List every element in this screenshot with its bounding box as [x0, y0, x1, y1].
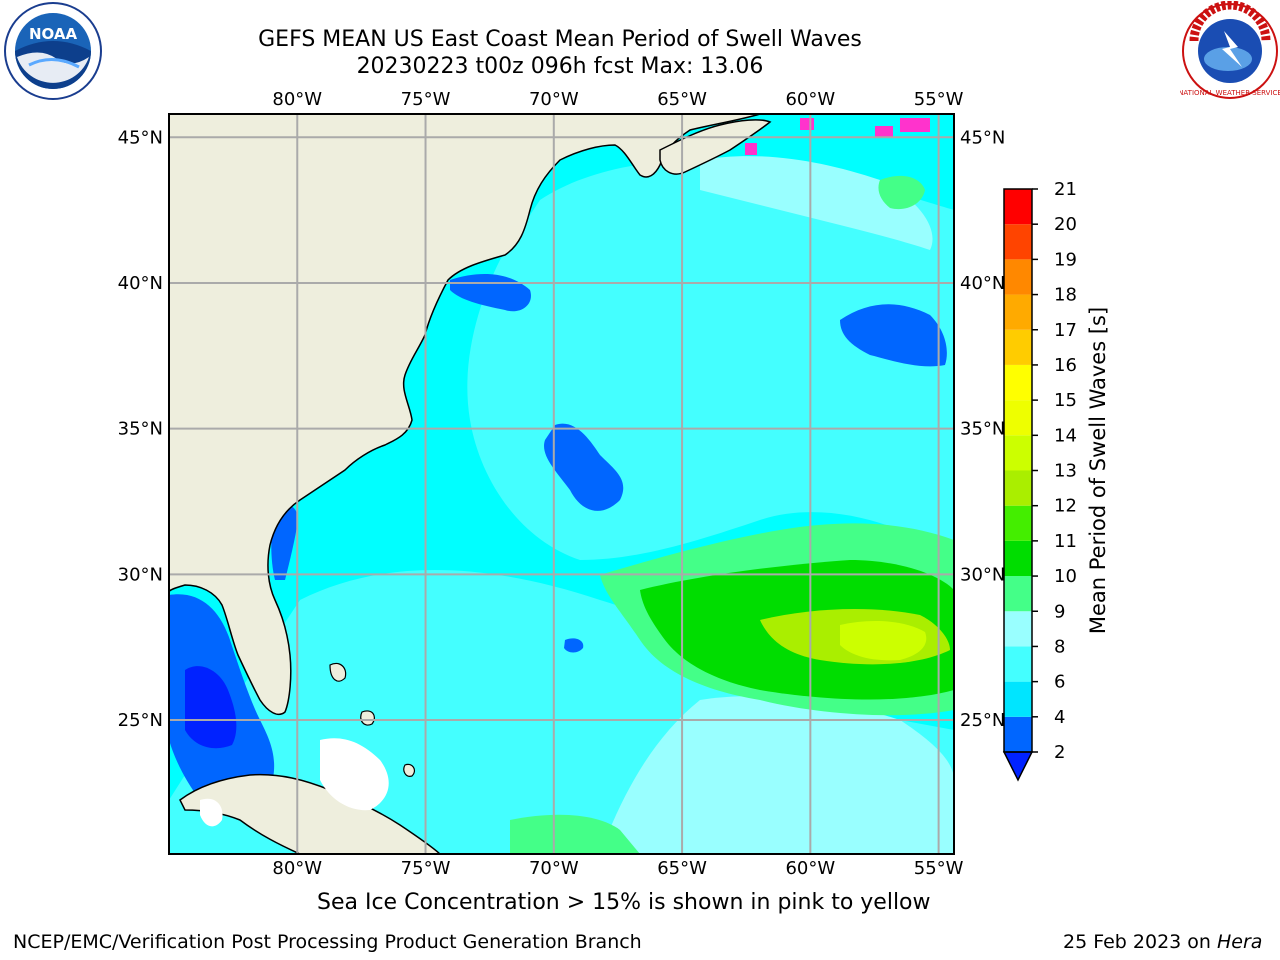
- footer-credit: NCEP/EMC/Verification Post Processing Pr…: [13, 931, 642, 953]
- lon-label-top: 80°W: [272, 89, 322, 110]
- noaa-logo: NOAA: [4, 2, 102, 100]
- colorbar-tick-label: 18: [1054, 285, 1077, 306]
- lat-label-left: 45°N: [118, 127, 163, 148]
- colorbar-tick-label: 11: [1054, 531, 1077, 552]
- sea-ice-4: [745, 143, 757, 155]
- map-field: [169, 114, 954, 854]
- sea-ice-2: [875, 126, 893, 138]
- colorbar-segment: [1004, 681, 1032, 717]
- colorbar-tick-label: 14: [1054, 425, 1077, 446]
- footer-date: 25 Feb 2023 on Hera: [1063, 931, 1262, 953]
- lat-label-left: 25°N: [118, 710, 163, 731]
- lat-label-right: 25°N: [960, 710, 1005, 731]
- lon-label-top: 60°W: [785, 89, 835, 110]
- colorbar-tick-label: 6: [1054, 672, 1065, 693]
- colorbar-segment: [1004, 329, 1032, 365]
- lat-label-left: 40°N: [118, 273, 163, 294]
- contour-13s-core: [840, 620, 927, 661]
- colorbar-tick-label: 17: [1054, 320, 1077, 341]
- lon-label-bottom: 60°W: [785, 858, 835, 879]
- lon-label-bottom: 65°W: [657, 858, 707, 879]
- map-caption: Sea Ice Concentration > 15% is shown in …: [317, 890, 931, 915]
- contour-4s-east: [840, 304, 947, 367]
- axis-tick-labels: 80°W 80°W 75°W 75°W 70°W 70°W 65°W 65°W 60°W 60°W…: [118, 89, 1006, 879]
- lat-label-left: 30°N: [118, 564, 163, 585]
- colorbar-tick-label: 2: [1054, 742, 1065, 763]
- map-gridlines: [169, 114, 954, 854]
- colorbar-tick-label: 10: [1054, 566, 1077, 587]
- colorbar-tick-label: 9: [1054, 601, 1065, 622]
- colorbar-label: Mean Period of Swell Waves [s]: [1086, 307, 1110, 634]
- colorbar-tick-label: 4: [1054, 707, 1065, 728]
- lon-label-bottom: 55°W: [914, 858, 964, 879]
- lat-label-right: 40°N: [960, 273, 1005, 294]
- colorbar-segment: [1004, 224, 1032, 260]
- colorbar-tick-label: 21: [1054, 179, 1077, 200]
- colorbar-tick-label: 12: [1054, 496, 1077, 517]
- colorbar-segment: [1004, 400, 1032, 436]
- colorbar-segment: [1004, 505, 1032, 541]
- sea-ice-3: [900, 118, 930, 132]
- colorbar-tick-label: 13: [1054, 461, 1077, 482]
- lon-label-top: 75°W: [401, 89, 451, 110]
- colorbar-segment: [1004, 435, 1032, 471]
- map-frame: [168, 113, 955, 855]
- lon-label-top: 65°W: [657, 89, 707, 110]
- lat-label-right: 35°N: [960, 419, 1005, 440]
- lon-label-bottom: 70°W: [529, 858, 579, 879]
- colorbar-segment: [1004, 294, 1032, 330]
- land-cuba: [179, 773, 442, 854]
- nws-logo: NATIONAL WEATHER SERVICE: [1180, 1, 1280, 99]
- noaa-logo-text: NOAA: [29, 25, 78, 43]
- colorbar-segment: [1004, 364, 1032, 401]
- colorbar-segment: [1004, 189, 1032, 225]
- land-north-america: [169, 114, 761, 716]
- colorbar-segment: [1004, 611, 1032, 647]
- lon-label-top: 55°W: [914, 89, 964, 110]
- nws-logo-text: NATIONAL WEATHER SERVICE: [1180, 89, 1280, 97]
- nodata-area: [200, 738, 389, 827]
- lon-label-bottom: 80°W: [272, 858, 322, 879]
- colorbar-tick-label: 15: [1054, 390, 1077, 411]
- lat-label-right: 45°N: [960, 127, 1005, 148]
- colorbar-segment: [1004, 716, 1032, 752]
- footer-date-text: 25 Feb 2023 on: [1063, 931, 1217, 953]
- contour-10s-north: [878, 175, 925, 210]
- lat-label-right: 30°N: [960, 564, 1005, 585]
- sea-ice-1: [800, 118, 814, 130]
- chart-title: GEFS MEAN US East Coast Mean Period of S…: [258, 27, 862, 52]
- colorbar-segment: [1004, 259, 1032, 295]
- lon-label-bottom: 75°W: [401, 858, 451, 879]
- contour-9s-north: [700, 156, 933, 250]
- colorbar-tick-label: 19: [1054, 249, 1077, 270]
- colorbar-segment: [1004, 576, 1032, 612]
- chart-subtitle: 20230223 t00z 096h fcst Max: 13.06: [356, 54, 764, 79]
- colorbar-tick-label: 16: [1054, 355, 1077, 376]
- footer-machine: Hera: [1217, 931, 1263, 953]
- contour-9s-patches: [600, 696, 954, 854]
- contour-4s-strip: [564, 638, 584, 653]
- lat-label-left: 35°N: [118, 419, 163, 440]
- contour-4s-hatteras: [544, 423, 624, 511]
- land-nova-scotia: [659, 119, 772, 175]
- colorbar-tick-label: 8: [1054, 636, 1065, 657]
- colorbar-segment: [1004, 540, 1032, 577]
- colorbar: 2 4 6 8 9 10 11 12 13 14 15 16 17 18 19 20 21 Mean Period…: [1002, 179, 1110, 782]
- contour-2s-gulf: [185, 666, 237, 749]
- contour-10s-south: [510, 814, 640, 854]
- colorbar-extend-arrow: [1002, 751, 1034, 782]
- colorbar-segment: [1004, 646, 1032, 682]
- lon-label-top: 70°W: [529, 89, 579, 110]
- colorbar-segment: [1004, 470, 1032, 506]
- colorbar-tick-label: 20: [1054, 214, 1077, 235]
